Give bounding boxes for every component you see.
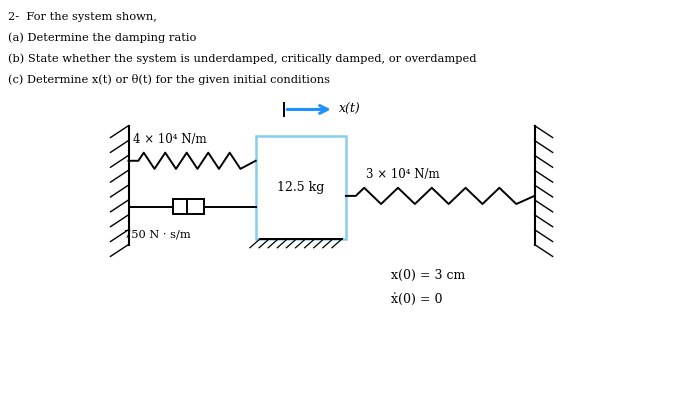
Text: 3 × 10⁴ N/m: 3 × 10⁴ N/m <box>366 168 440 181</box>
Text: 2-  For the system shown,: 2- For the system shown, <box>8 12 157 22</box>
Text: x(t): x(t) <box>339 103 361 116</box>
Text: ẋ(0) = 0: ẋ(0) = 0 <box>391 293 442 306</box>
Text: x(0) = 3 cm: x(0) = 3 cm <box>391 269 466 282</box>
Bar <box>256 136 346 239</box>
Text: (b) State whether the system is underdamped, critically damped, or overdamped: (b) State whether the system is underdam… <box>8 53 477 64</box>
Text: (a) Determine the damping ratio: (a) Determine the damping ratio <box>8 33 196 43</box>
Text: 4 × 10⁴ N/m: 4 × 10⁴ N/m <box>132 133 206 146</box>
Text: (c) Determine x(t) or θ(t) for the given initial conditions: (c) Determine x(t) or θ(t) for the given… <box>8 74 330 85</box>
Text: 750 N · s/m: 750 N · s/m <box>125 229 191 239</box>
Text: 12.5 kg: 12.5 kg <box>277 181 325 194</box>
Bar <box>173 199 204 214</box>
